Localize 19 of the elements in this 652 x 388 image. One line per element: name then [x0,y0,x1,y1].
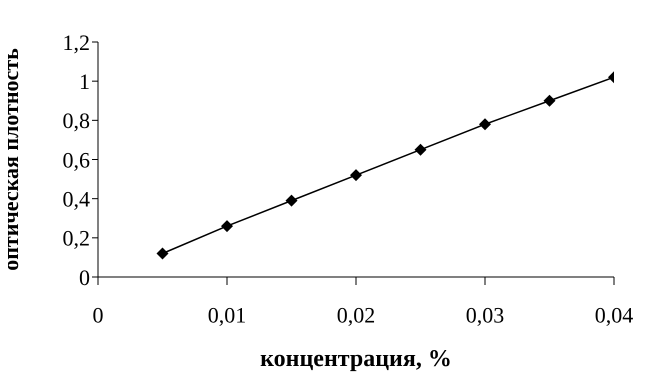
point [544,94,556,107]
y-tick-label: 0 [79,264,90,290]
point [221,220,233,232]
y-tick-label: 0,6 [62,147,90,172]
point [479,118,491,130]
x-tick-label: 0,03 [466,302,504,328]
y-tick-label: 0,4 [62,186,90,212]
x-axis-title: концентрация, % [260,346,452,372]
point [286,194,298,207]
x-tick-label: 0,04 [594,302,634,328]
y-tick-label: 1,2 [62,30,90,55]
point [156,248,168,260]
y-tick-label: 0,8 [62,108,90,134]
x-tick-label: 0,02 [336,302,376,328]
y-tick-label: 0,2 [62,226,90,251]
y-tick-label: 1 [79,68,90,94]
point [350,169,362,182]
x-tick-label: 0,01 [208,302,246,328]
point [414,144,426,156]
